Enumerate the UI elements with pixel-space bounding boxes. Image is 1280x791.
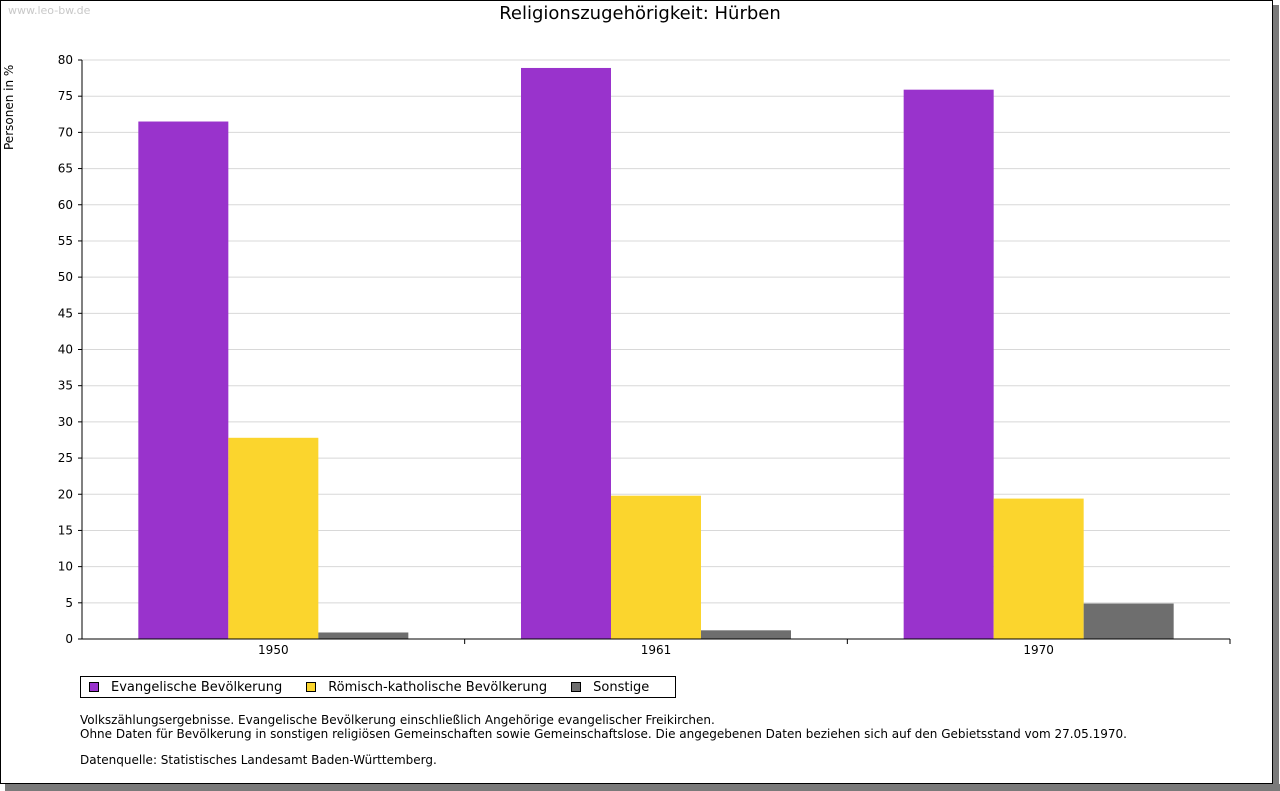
- bar-1970-katholisch: [993, 498, 1084, 639]
- y-tick-label: 10: [58, 560, 73, 574]
- x-tick-label: 1961: [641, 643, 672, 657]
- x-tick-label: 1970: [1023, 643, 1054, 657]
- y-tick-label: 40: [58, 343, 73, 357]
- y-tick-label: 45: [58, 306, 73, 320]
- bar-1950-sonstige: [318, 632, 409, 639]
- y-tick-label: 60: [58, 198, 73, 212]
- legend-item-sonstige: Sonstige: [571, 680, 649, 695]
- watermark: www.leo-bw.de: [8, 4, 91, 17]
- footnote-line-2: Ohne Daten für Bevölkerung in sonstigen …: [80, 727, 1127, 741]
- legend-item-katholisch: Römisch-katholische Bevölkerung: [306, 680, 547, 695]
- y-tick-label: 20: [58, 487, 73, 501]
- y-tick-label: 0: [65, 632, 73, 646]
- legend-label-katholisch: Römisch-katholische Bevölkerung: [328, 679, 548, 695]
- bar-1961-sonstige: [701, 630, 791, 639]
- y-tick-label: 65: [58, 162, 73, 176]
- data-source: Datenquelle: Statistisches Landesamt Bad…: [80, 753, 437, 767]
- legend-swatch-katholisch: [306, 682, 317, 692]
- bar-1961-katholisch: [611, 495, 701, 639]
- chart-title: Religionszugehörigkeit: Hürben: [499, 3, 781, 24]
- footnotes: Volkszählungsergebnisse. Evangelische Be…: [80, 713, 1127, 767]
- bar-1950-evangelisch: [138, 121, 229, 640]
- bar-1970-sonstige: [1083, 603, 1174, 639]
- legend: Evangelische Bevölkerung Römisch-katholi…: [80, 676, 676, 698]
- y-tick-label: 35: [58, 379, 73, 393]
- y-tick-label: 30: [58, 415, 73, 429]
- legend-swatch-sonstige: [571, 682, 582, 692]
- bar-1961-evangelisch: [521, 67, 611, 640]
- y-tick-label: 70: [58, 125, 73, 139]
- y-tick-label: 15: [58, 523, 73, 537]
- frame-shadow-right: [1273, 5, 1279, 791]
- legend-label-sonstige: Sonstige: [593, 679, 650, 695]
- legend-label-evangelisch: Evangelische Bevölkerung: [111, 679, 283, 695]
- y-tick-label: 25: [58, 451, 73, 465]
- y-tick-label: 55: [58, 234, 73, 248]
- y-tick-label: 5: [65, 596, 73, 610]
- legend-swatch-evangelisch: [89, 682, 99, 692]
- footnote-line-1: Volkszählungsergebnisse. Evangelische Be…: [80, 713, 715, 727]
- y-tick-label: 75: [58, 89, 73, 103]
- frame-shadow-bottom: [5, 784, 1280, 791]
- bar-1970-evangelisch: [903, 89, 994, 639]
- bar-1950-katholisch: [228, 437, 319, 639]
- y-tick-label: 50: [58, 270, 73, 284]
- x-tick-label: 1950: [258, 643, 289, 657]
- y-tick-label: 80: [58, 53, 73, 67]
- legend-item-evangelisch: Evangelische Bevölkerung: [89, 680, 282, 695]
